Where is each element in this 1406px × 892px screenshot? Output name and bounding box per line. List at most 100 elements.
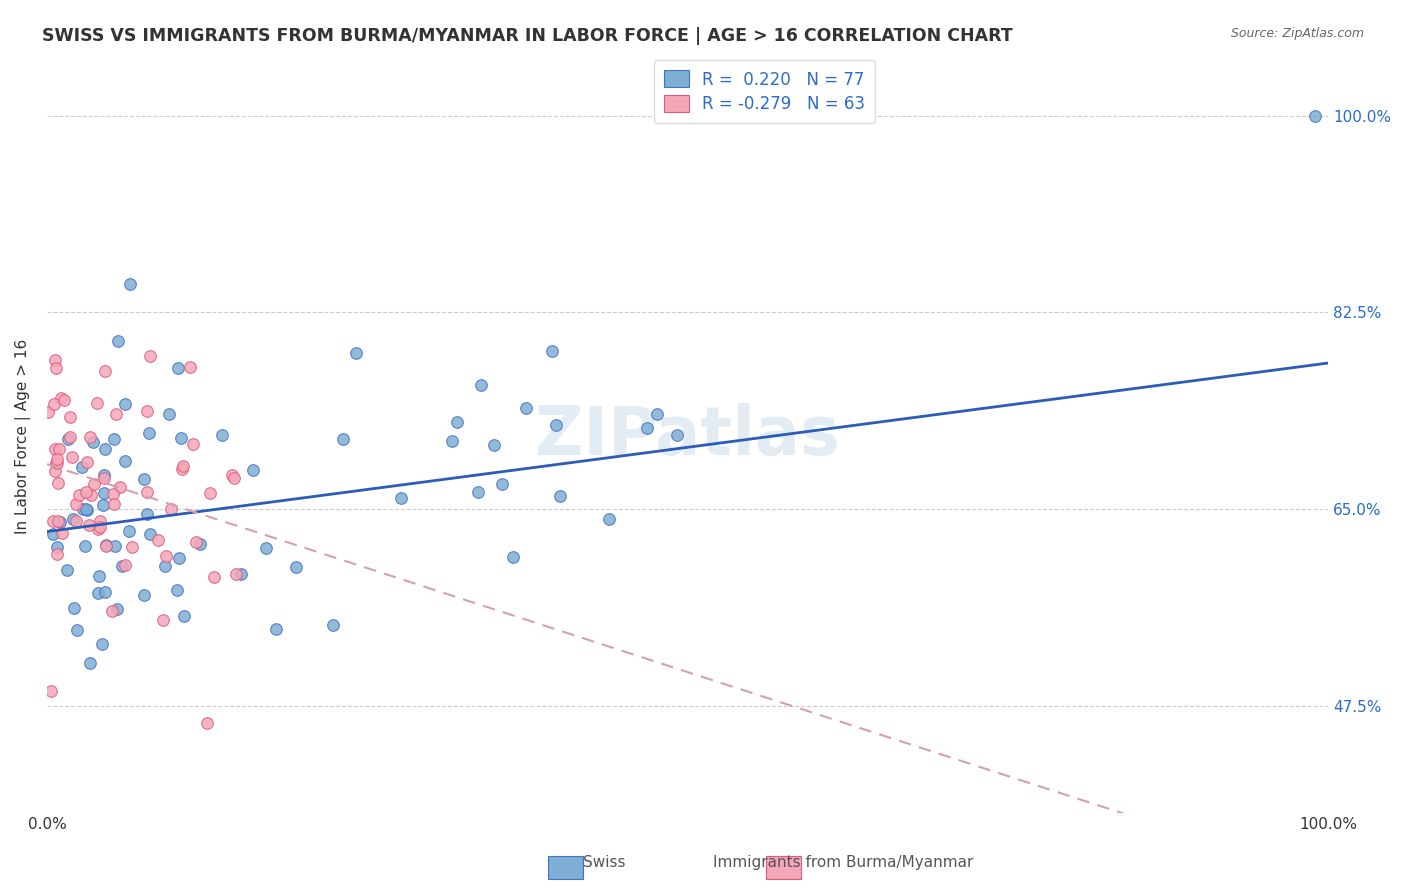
Point bbox=[114, 558, 136, 572]
Point bbox=[332, 432, 354, 446]
Point bbox=[173, 609, 195, 624]
Point bbox=[104, 539, 127, 553]
Point bbox=[138, 426, 160, 441]
Point bbox=[548, 489, 571, 503]
Point bbox=[87, 586, 110, 600]
Point bbox=[114, 397, 136, 411]
Point bbox=[285, 560, 308, 574]
Point bbox=[44, 442, 66, 456]
Point bbox=[93, 470, 115, 484]
Point bbox=[136, 485, 159, 500]
Point bbox=[118, 524, 141, 538]
Point bbox=[114, 454, 136, 468]
Point bbox=[242, 463, 264, 477]
Point bbox=[42, 514, 65, 528]
Point bbox=[467, 484, 489, 499]
Point bbox=[86, 396, 108, 410]
Point bbox=[266, 622, 288, 636]
Point bbox=[645, 407, 668, 421]
Point bbox=[65, 624, 87, 638]
Point bbox=[229, 566, 252, 581]
Point bbox=[65, 497, 87, 511]
Point bbox=[482, 438, 505, 452]
Point bbox=[46, 547, 69, 561]
Point bbox=[79, 657, 101, 671]
Point bbox=[65, 515, 87, 529]
Point bbox=[111, 558, 134, 573]
Point bbox=[136, 508, 159, 522]
Point bbox=[45, 456, 67, 470]
Point bbox=[665, 428, 688, 442]
Point bbox=[170, 431, 193, 445]
Text: SWISS VS IMMIGRANTS FROM BURMA/MYANMAR IN LABOR FORCE | AGE > 16 CORRELATION CHA: SWISS VS IMMIGRANTS FROM BURMA/MYANMAR I… bbox=[42, 27, 1012, 45]
Point bbox=[76, 455, 98, 469]
Point bbox=[72, 502, 94, 516]
Point bbox=[166, 582, 188, 597]
Point bbox=[51, 391, 73, 405]
Point bbox=[544, 418, 567, 433]
Point bbox=[322, 618, 344, 632]
Point bbox=[75, 540, 97, 554]
Text: Source: ZipAtlas.com: Source: ZipAtlas.com bbox=[1230, 27, 1364, 40]
Point bbox=[60, 450, 83, 464]
Point bbox=[225, 567, 247, 582]
Point bbox=[108, 480, 131, 494]
Point bbox=[79, 430, 101, 444]
Point bbox=[221, 467, 243, 482]
Point bbox=[195, 715, 218, 730]
Point bbox=[105, 601, 128, 615]
Point bbox=[44, 353, 66, 368]
Point bbox=[389, 491, 412, 505]
Point bbox=[93, 498, 115, 512]
Point bbox=[105, 407, 128, 421]
Point bbox=[134, 472, 156, 486]
Point bbox=[70, 460, 93, 475]
Point bbox=[167, 361, 190, 376]
Point bbox=[440, 434, 463, 449]
Point bbox=[96, 540, 118, 554]
Point bbox=[39, 684, 62, 698]
Point bbox=[76, 502, 98, 516]
Point bbox=[37, 405, 59, 419]
Point bbox=[89, 520, 111, 534]
Point bbox=[48, 442, 70, 457]
Text: ZIPatlas: ZIPatlas bbox=[536, 403, 839, 469]
Point bbox=[82, 435, 104, 450]
Point bbox=[62, 601, 84, 615]
Point bbox=[132, 588, 155, 602]
Point bbox=[254, 541, 277, 555]
Point bbox=[202, 570, 225, 584]
Point bbox=[46, 514, 69, 528]
Point bbox=[446, 415, 468, 429]
Point bbox=[139, 350, 162, 364]
Point bbox=[59, 410, 82, 425]
Point bbox=[107, 334, 129, 349]
Point bbox=[598, 512, 620, 526]
Point bbox=[80, 488, 103, 502]
Point bbox=[160, 501, 183, 516]
Point bbox=[93, 584, 115, 599]
Point bbox=[515, 401, 537, 416]
Point bbox=[94, 538, 117, 552]
Point bbox=[56, 432, 79, 446]
Point bbox=[62, 512, 84, 526]
Point bbox=[146, 533, 169, 547]
Point bbox=[491, 477, 513, 491]
Point bbox=[94, 442, 117, 456]
Point bbox=[103, 432, 125, 446]
Point bbox=[53, 392, 76, 407]
Point bbox=[90, 637, 112, 651]
Point bbox=[155, 549, 177, 563]
Point bbox=[636, 421, 658, 435]
Point bbox=[170, 462, 193, 476]
Point bbox=[83, 477, 105, 491]
Point bbox=[67, 488, 90, 502]
Point bbox=[181, 437, 204, 451]
Point bbox=[101, 604, 124, 618]
Point bbox=[46, 456, 69, 470]
Point bbox=[75, 501, 97, 516]
Point bbox=[75, 485, 97, 500]
Point bbox=[167, 551, 190, 566]
Point bbox=[184, 534, 207, 549]
Point bbox=[86, 522, 108, 536]
